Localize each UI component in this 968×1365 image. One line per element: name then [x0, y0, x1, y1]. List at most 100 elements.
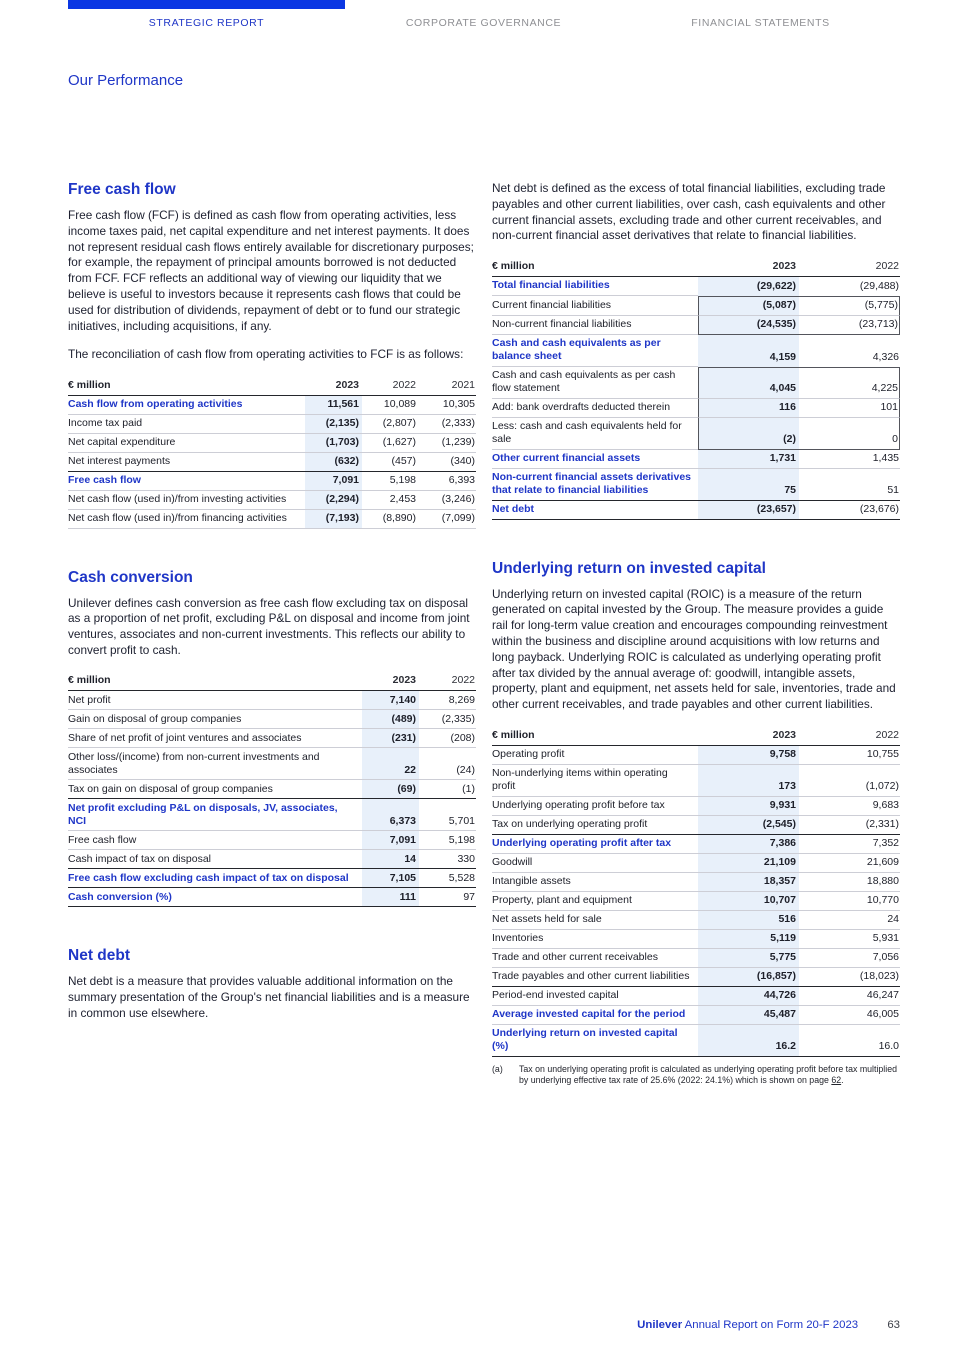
cell-value: (16,857): [698, 967, 799, 986]
cell-value: (2): [698, 417, 799, 450]
year-header: 2023: [305, 376, 362, 396]
cash-conversion-heading: Cash conversion: [68, 568, 193, 586]
cell-value: (24,535): [698, 315, 799, 335]
table-row: Trade and other current receivables 5,775…: [492, 948, 900, 968]
table-row: Free cash flow excluding cash impact of …: [68, 868, 476, 888]
cash-conversion-paragraph: Unilever defines cash conversion as free…: [68, 595, 470, 658]
year-header: 2021: [419, 376, 476, 396]
cell-value: 5,119: [698, 929, 799, 949]
row-label: Underlying operating profit after tax: [492, 833, 698, 854]
cell-value: 11,561: [305, 395, 362, 415]
unit-label: € million: [68, 672, 362, 692]
cash-conversion-table: € million 2023 2022 Net profit 7,140 8,269 Gai…: [68, 672, 476, 908]
cell-value: 1,435: [799, 450, 900, 469]
year-header: 2023: [698, 726, 799, 746]
cell-value: 10,755: [799, 746, 900, 765]
cell-value: 5,931: [799, 930, 900, 949]
cell-value: (2,807): [362, 415, 419, 434]
cell-value: (18,023): [859, 970, 899, 983]
cell-value: 10,089: [362, 396, 419, 415]
page-footer: Unilever Annual Report on Form 20-F 2023…: [637, 1319, 900, 1331]
row-label: Tax on gain on disposal of group compani…: [68, 782, 273, 795]
cell-value: (23,713): [799, 315, 900, 335]
cell-value: (208): [419, 729, 476, 749]
row-label: Underlying return on invested capital (%…: [492, 1025, 698, 1057]
table-row: Cash and cash equivalents as per cash fl…: [492, 366, 900, 399]
table-row: Period-end invested capital 44,726 46,247: [492, 985, 900, 1006]
tab-corporate-governance[interactable]: CORPORATE GOVERNANCE: [345, 0, 622, 29]
cell-value: 44,726: [698, 985, 799, 1006]
table-row: Underlying operating profit before tax 9,…: [492, 796, 900, 816]
free-cash-flow-paragraph: Free cash flow (FCF) is defined as cash …: [68, 208, 474, 333]
table-row: Other current financial assets 1,731 1,435: [492, 449, 900, 469]
cell-value: 111: [362, 887, 419, 908]
table-row: Cash flow from operating activities 11,56…: [68, 395, 476, 415]
row-label: Operating profit: [492, 746, 698, 765]
net-debt-table: € million 2023 2022 Total financial liabili…: [492, 257, 900, 520]
row-label: Period-end invested capital: [492, 985, 698, 1006]
page-62-link[interactable]: 62: [831, 1075, 842, 1086]
top-nav: STRATEGIC REPORT CORPORATE GOVERNANCE FI…: [68, 0, 899, 29]
cell-value: 5,198: [362, 470, 419, 491]
cell-value: 116: [698, 398, 799, 418]
cell-value: 97: [419, 887, 476, 908]
cell-value: 7,386: [698, 833, 799, 854]
table-row: Income tax paid (2,135) (2,807) (2,333): [68, 414, 476, 434]
row-label: Net cash flow (used in)/from investing a…: [68, 491, 305, 510]
free-cash-flow-heading: Free cash flow: [68, 181, 176, 198]
table-row: Non-current financial assets derivatives…: [492, 468, 900, 500]
row-label: Add: bank overdrafts deducted therein: [492, 399, 698, 418]
cell-value: (7,193): [305, 509, 362, 529]
table-row: Cash and cash equivalents as per balance…: [492, 334, 900, 367]
tab-label: STRATEGIC REPORT: [148, 17, 265, 29]
cell-value: (29,488): [859, 280, 899, 293]
tab-financial-statements[interactable]: FINANCIAL STATEMENTS: [622, 0, 899, 29]
cell-value: (2,333): [419, 415, 476, 434]
row-label: Net capital expenditure: [68, 434, 305, 453]
cell-value: (1): [462, 782, 475, 795]
table-row: Tax on gain on disposal of group compani…: [68, 780, 476, 799]
table-row: Free cash flow 7,091 5,198: [68, 831, 476, 851]
cell-value: 7,091: [305, 470, 362, 491]
table-row: Add: bank overdrafts deducted therein 116…: [492, 398, 900, 418]
table-row: Less: cash and cash equivalents held for…: [492, 417, 900, 450]
cell-value: 9,758: [698, 745, 799, 765]
row-label: Net interest payments: [68, 455, 171, 468]
cell-value: 18,880: [799, 873, 900, 892]
cell-value: (23,657): [698, 499, 799, 520]
row-label: Property, plant and equipment: [492, 892, 698, 911]
cell-value: (29,622): [698, 276, 799, 296]
row-label: Cash and cash equivalents as per cash fl…: [492, 367, 698, 399]
cell-value: 0: [799, 417, 900, 450]
row-label: Income tax paid: [68, 415, 305, 434]
table-row: Net assets held for sale 516 24: [492, 910, 900, 930]
table-row: Cash impact of tax on disposal 14 330: [68, 850, 476, 869]
roic-table: € million 2023 2022 Operating profit 9,758 10…: [492, 726, 900, 1057]
cell-value: 18,357: [698, 872, 799, 892]
net-debt-definition-paragraph: Net debt is defined as the excess of tot…: [492, 181, 886, 243]
cell-value: (1,072): [799, 765, 900, 797]
year-header: 2022: [799, 726, 900, 746]
table-row: Intangible assets 18,357 18,880: [492, 872, 900, 892]
right-column: Net debt is defined as the excess of tot…: [492, 181, 900, 1087]
tab-strategic-report[interactable]: STRATEGIC REPORT: [68, 0, 345, 29]
table-row: Net cash flow (used in)/from investing a…: [68, 490, 476, 510]
table-header-row: € million 2023 2022: [492, 257, 900, 277]
cell-value: (5,087): [698, 295, 799, 316]
net-debt-heading: Net debt: [68, 947, 130, 965]
cell-value: (1,703): [305, 433, 362, 453]
cell-value: 2,453: [362, 491, 419, 510]
year-header: 2022: [362, 376, 419, 396]
row-label: Net profit: [68, 691, 362, 711]
table-row: Operating profit 9,758 10,755: [492, 745, 900, 765]
row-label: Net debt: [492, 499, 698, 520]
table-row: Goodwill 21,109 21,609: [492, 853, 900, 873]
active-tab-indicator: [68, 0, 345, 9]
table-row: Free cash flow 7,091 5,198 6,393: [68, 470, 476, 491]
row-label: Tax on underlying operating profit: [492, 818, 648, 831]
row-label: Intangible assets: [492, 873, 698, 892]
cell-value: 330: [457, 852, 475, 865]
row-label: Trade payables and other current liabili…: [492, 970, 690, 983]
row-label: Other loss/(income) from non-current inv…: [68, 748, 362, 781]
cell-value: (1,627): [362, 434, 419, 453]
